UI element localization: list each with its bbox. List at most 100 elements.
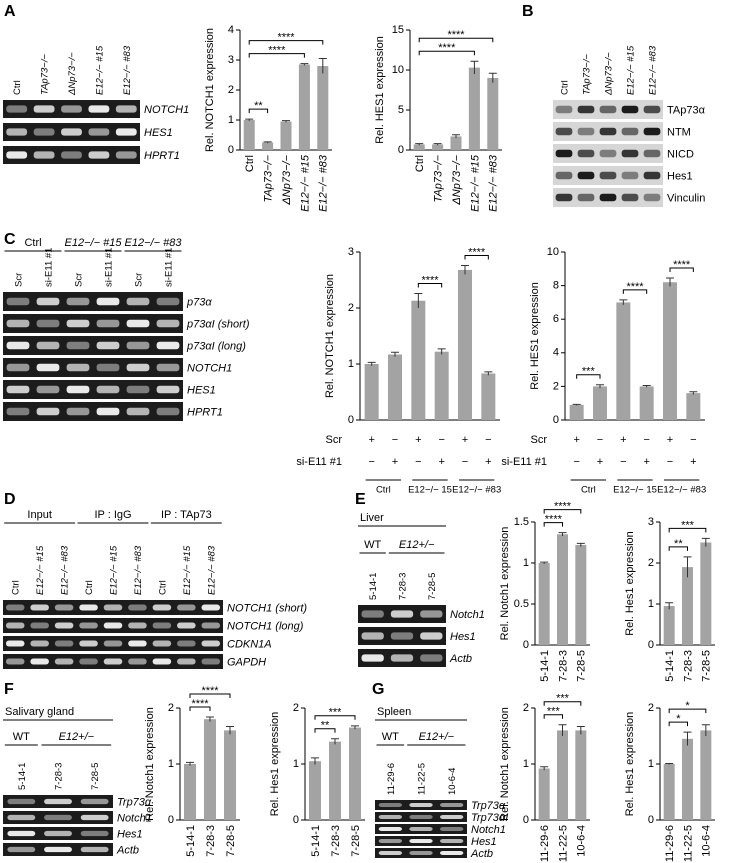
row-label: HPRT1 bbox=[144, 150, 180, 162]
significance-label: ** bbox=[321, 720, 330, 732]
band bbox=[599, 193, 617, 202]
lane-label: Ctrl bbox=[157, 580, 168, 595]
bar bbox=[432, 144, 444, 150]
condition-group-label: Ctrl bbox=[581, 485, 596, 496]
panel-letter: A bbox=[4, 3, 16, 20]
bar bbox=[616, 302, 631, 420]
x-tick-label: 5-14-1 bbox=[185, 825, 197, 857]
row-label: HPRT1 bbox=[187, 406, 223, 418]
y-axis-label: Rel. Notch1 expression bbox=[499, 527, 511, 641]
condition-sign: − bbox=[392, 434, 398, 446]
band bbox=[390, 610, 414, 618]
x-tick-label: 7-28-3 bbox=[557, 650, 569, 682]
row-label: NOTCH1 bbox=[187, 362, 232, 374]
error-bar bbox=[311, 757, 319, 765]
significance-bracket bbox=[248, 40, 324, 45]
x-tick-label: 7-28-3 bbox=[682, 650, 694, 682]
x-tick-label: 10-6-4 bbox=[576, 825, 588, 857]
condition-sign: − bbox=[690, 434, 696, 446]
condition-label: si-E11 #1 bbox=[296, 456, 342, 468]
band bbox=[6, 151, 28, 159]
y-tick-label: 4 bbox=[228, 24, 234, 36]
row-label: Notch1 bbox=[450, 609, 485, 621]
band bbox=[409, 827, 433, 831]
band bbox=[66, 385, 90, 394]
lane-label: 10-6-4 bbox=[447, 768, 458, 795]
significance-label: **** bbox=[545, 514, 563, 526]
gel-strip bbox=[3, 811, 113, 824]
lane-label: Scr bbox=[74, 273, 85, 287]
lane-group-label: WT bbox=[13, 731, 30, 743]
y-tick-label: 2 bbox=[553, 380, 559, 392]
bar bbox=[575, 544, 587, 645]
band bbox=[599, 149, 617, 158]
bar bbox=[663, 282, 677, 420]
band bbox=[409, 815, 433, 819]
bar bbox=[184, 764, 196, 820]
band bbox=[621, 171, 639, 180]
significance-label: **** bbox=[673, 259, 691, 271]
lane-label: 5-14-1 bbox=[17, 763, 28, 790]
band bbox=[103, 640, 123, 647]
band bbox=[61, 151, 82, 159]
y-tick-label: 0 bbox=[523, 814, 529, 826]
y-tick-label: 2 bbox=[523, 702, 529, 714]
bar bbox=[458, 269, 472, 420]
panel-letter: B bbox=[522, 3, 534, 20]
band bbox=[361, 610, 384, 618]
band bbox=[96, 363, 120, 372]
y-axis-label: Rel. HES1 expression bbox=[529, 282, 541, 390]
lane-label: E12−/− #83 bbox=[133, 545, 144, 595]
error-bar bbox=[437, 348, 446, 355]
error-bar bbox=[331, 738, 339, 745]
condition-group-label: Ctrl bbox=[376, 485, 391, 496]
band bbox=[115, 151, 137, 159]
y-tick-label: 0 bbox=[523, 639, 529, 651]
band bbox=[103, 658, 123, 665]
panel-letter: G bbox=[372, 681, 384, 698]
band bbox=[33, 105, 55, 113]
band bbox=[201, 604, 221, 611]
band bbox=[115, 105, 137, 113]
band bbox=[30, 640, 49, 647]
lane-label: E12−/− #83 bbox=[648, 45, 659, 95]
band bbox=[88, 128, 110, 136]
error-bar bbox=[226, 725, 234, 735]
lane-label: E12−/− #83 bbox=[206, 545, 217, 595]
row-label: Vinculin bbox=[667, 192, 705, 204]
row-label: NOTCH1 (short) bbox=[227, 602, 307, 614]
band bbox=[555, 127, 573, 136]
y-tick-label: 1 bbox=[523, 758, 529, 770]
band bbox=[156, 407, 180, 416]
x-tick-label: 5-14-1 bbox=[539, 650, 551, 682]
condition-sign: + bbox=[597, 456, 603, 468]
band bbox=[96, 297, 120, 306]
bar bbox=[686, 393, 701, 420]
band bbox=[80, 846, 109, 853]
condition-group-label: E12−/− #83 bbox=[452, 485, 501, 496]
band bbox=[30, 658, 49, 665]
x-tick-label: Ctrl bbox=[414, 155, 426, 172]
x-tick-label: 7-28-3 bbox=[330, 825, 342, 857]
band bbox=[577, 193, 595, 202]
condition-sign: + bbox=[392, 456, 398, 468]
band bbox=[201, 622, 221, 629]
x-tick-label: 5-14-1 bbox=[310, 825, 322, 857]
gel-strip bbox=[3, 380, 183, 399]
x-tick-label: Ctrl bbox=[244, 155, 256, 172]
error-bar bbox=[683, 731, 692, 746]
x-tick-label: E12−/− #15 bbox=[299, 154, 311, 212]
row-label: p73αI (long) bbox=[186, 340, 246, 352]
significance-label: **** bbox=[268, 45, 286, 57]
row-label: GAPDH bbox=[227, 656, 266, 668]
y-tick-label: 2 bbox=[348, 302, 354, 314]
band bbox=[555, 193, 573, 202]
x-tick-label: 11-22-5 bbox=[682, 825, 694, 862]
bar bbox=[468, 67, 480, 150]
bar bbox=[450, 136, 462, 150]
gel-strip bbox=[3, 336, 183, 355]
band bbox=[126, 407, 150, 416]
x-tick-label: 7-28-5 bbox=[701, 650, 713, 682]
significance-bracket bbox=[576, 374, 601, 379]
error-bar bbox=[245, 118, 254, 121]
